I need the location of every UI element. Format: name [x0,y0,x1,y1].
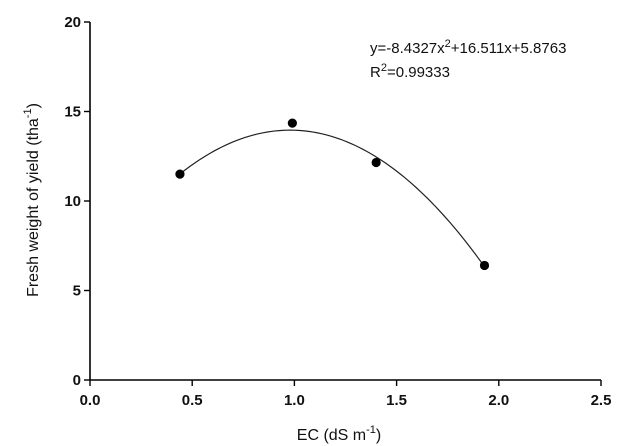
ticks: 0.0 0.5 1.0 1.5 2.0 2.5 0 5 10 15 20 [64,14,611,409]
x-tick-label-5: 2.5 [591,392,612,409]
x-tick-label-1: 0.5 [182,392,203,409]
x-tick-label-0: 0.0 [80,392,101,409]
data-point-0 [175,169,185,179]
y-tick-label-1: 5 [73,283,81,300]
data-point-1 [287,118,297,128]
x-axis-title: EC (dS m-1) [297,424,381,444]
y-tick-label-4: 20 [64,14,81,31]
fit-curve [179,129,485,268]
data-point-2 [371,157,381,168]
x-tick-label-4: 2.0 [488,392,509,409]
axes [89,22,601,381]
y-tick-label-3: 15 [64,104,81,121]
data-point-3 [479,260,490,271]
y-axis-title: Fresh weight of yield (tha-1) [22,103,42,297]
y-tick-label-2: 10 [64,193,81,210]
r-squared: R2=0.99333 [370,62,450,81]
x-tick-label-2: 1.0 [284,392,305,409]
data-points [175,118,490,271]
y-tick-label-0: 0 [73,372,81,389]
fit-equation: y=-8.4327x2+16.511x+5.8763 [370,38,566,57]
x-tick-label-3: 1.5 [386,392,407,409]
